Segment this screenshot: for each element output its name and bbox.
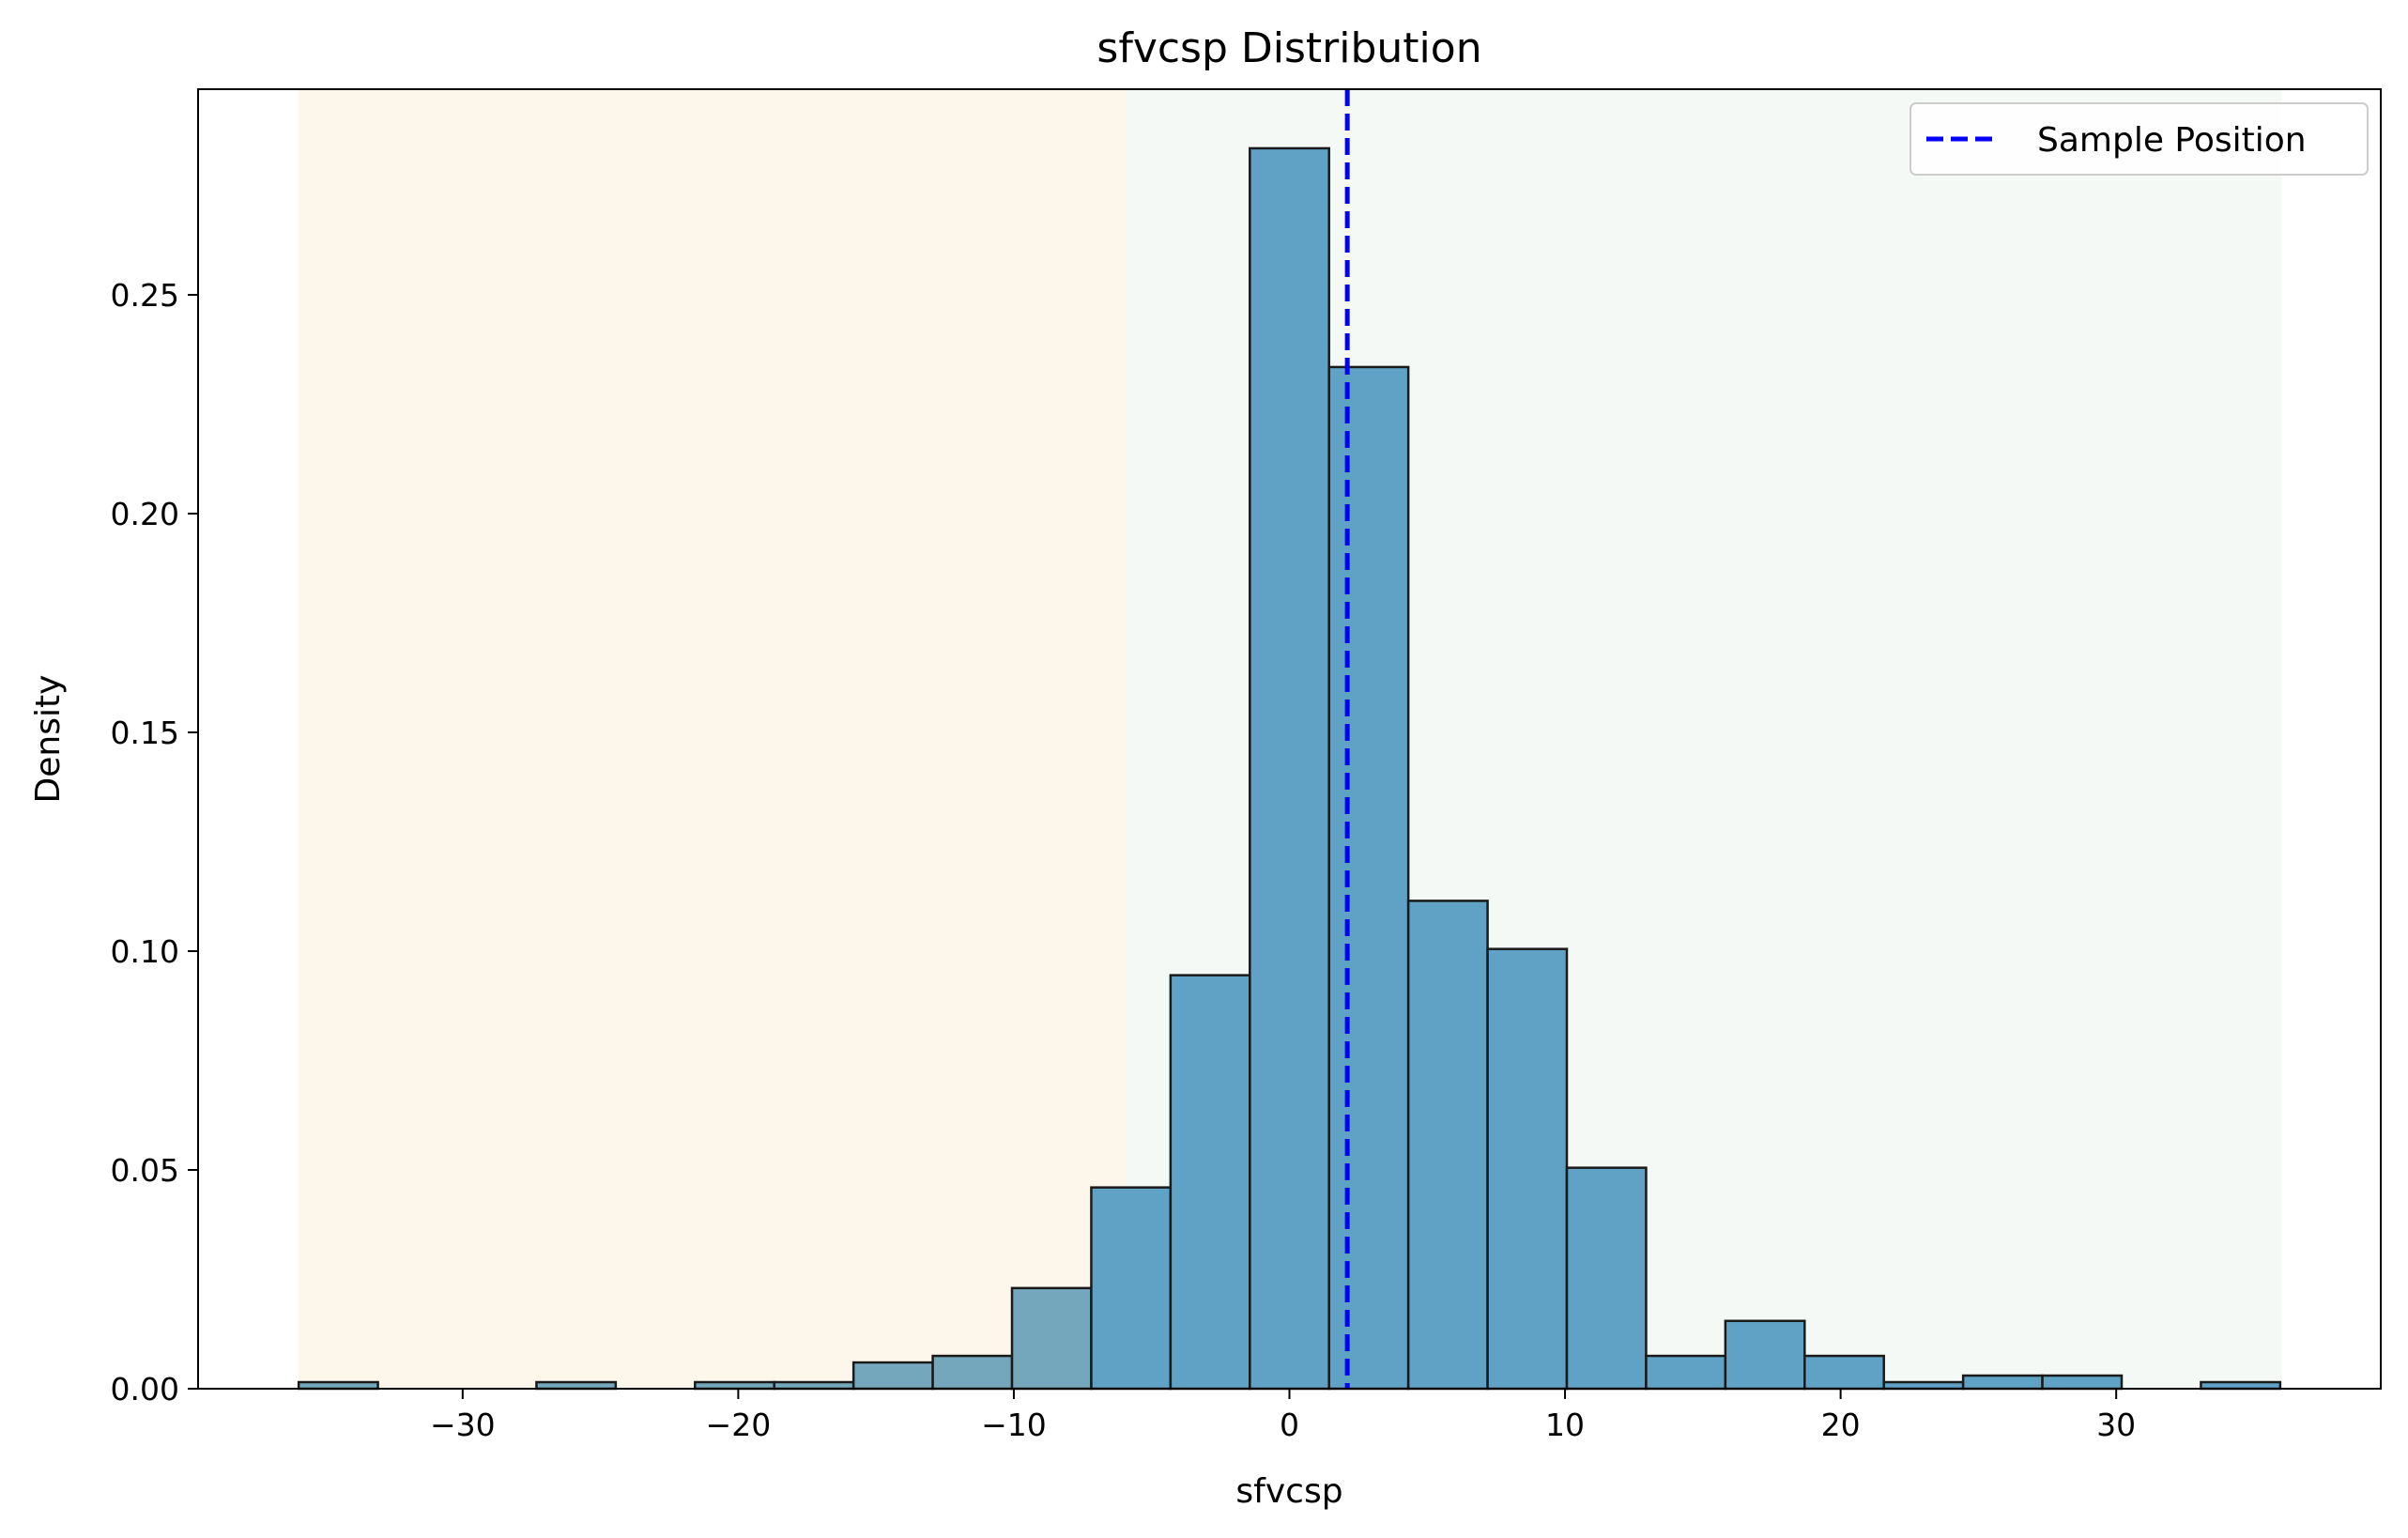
histogram-bar	[1486, 947, 1569, 1391]
legend: Sample Position	[1910, 102, 2369, 176]
shaded-region-0	[299, 89, 1126, 1389]
x-tick-label: −10	[981, 1407, 1047, 1443]
y-tick-label: 0.00	[111, 1371, 179, 1407]
histogram-bar	[1961, 1374, 2044, 1391]
histogram-bar	[2200, 1380, 2282, 1391]
x-tick-label: 0	[1280, 1407, 1299, 1443]
histogram-bar	[1882, 1380, 1965, 1391]
x-axis-ticks: −30 −20 −10 0 10 20 30	[430, 1389, 2136, 1443]
chart-title: sfvcsp Distribution	[1097, 24, 1481, 72]
x-axis-label: sfvcsp	[1235, 1472, 1342, 1511]
histogram-bar	[1565, 1166, 1648, 1391]
y-axis-ticks: 0.00 0.05 0.10 0.15 0.20 0.25	[111, 277, 198, 1407]
histogram-bar	[1169, 974, 1251, 1391]
y-tick-label: 0.05	[111, 1152, 179, 1189]
histogram-bar	[1249, 146, 1330, 1391]
histogram-bar	[1406, 900, 1489, 1391]
x-tick-label: 30	[2096, 1407, 2136, 1443]
histogram-bar	[1724, 1319, 1806, 1391]
y-tick-label: 0.10	[111, 933, 179, 970]
histogram-bars	[297, 146, 2282, 1391]
legend-entry-sample-position: Sample Position	[2037, 121, 2307, 160]
y-tick-label: 0.20	[111, 496, 179, 532]
histogram-bar	[773, 1380, 855, 1391]
legend-box	[1910, 102, 2369, 176]
histogram-bar	[1010, 1286, 1093, 1391]
y-axis-label: Density	[29, 675, 68, 804]
y-tick-label: 0.25	[111, 277, 179, 314]
histogram-bar	[694, 1380, 775, 1391]
x-tick-label: −30	[430, 1407, 496, 1443]
histogram-bar	[1090, 1186, 1173, 1391]
x-tick-label: 10	[1545, 1407, 1585, 1443]
histogram-bar	[1645, 1354, 1727, 1391]
x-tick-label: 20	[1821, 1407, 1861, 1443]
histogram-bar	[931, 1354, 1014, 1391]
y-tick-label: 0.15	[111, 715, 179, 751]
histogram-bar	[535, 1380, 618, 1391]
x-tick-label: −20	[706, 1407, 772, 1443]
histogram-bar	[297, 1380, 379, 1391]
histogram-bar	[2041, 1374, 2124, 1391]
histogram-bar	[1327, 365, 1410, 1391]
histogram-bar	[1803, 1354, 1885, 1391]
histogram-bar	[851, 1361, 934, 1391]
